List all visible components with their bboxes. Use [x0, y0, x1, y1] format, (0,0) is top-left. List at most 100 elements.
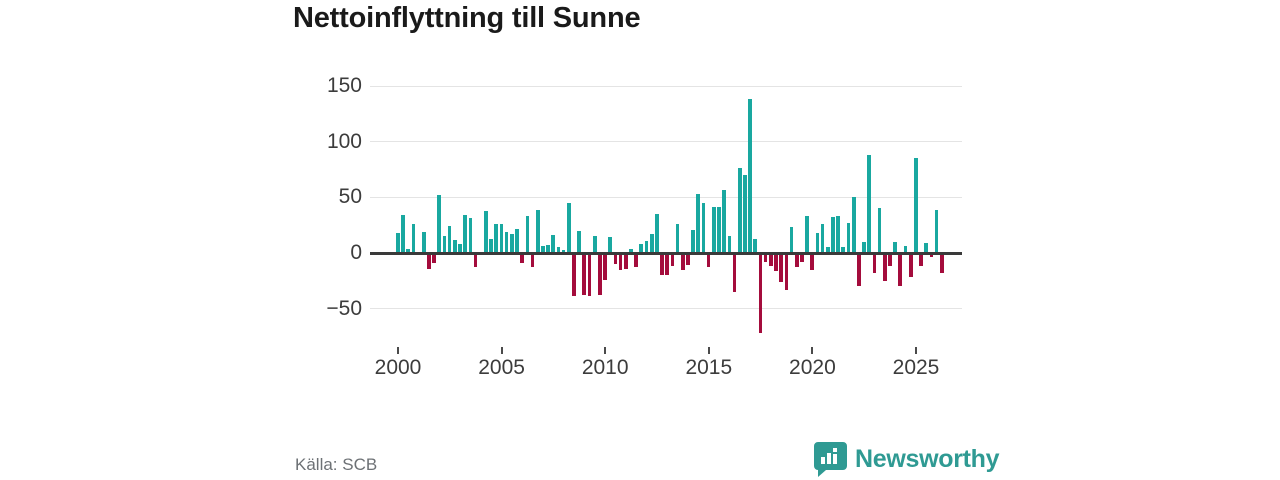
- x-axis-label: 2015: [685, 356, 733, 379]
- bar: [660, 253, 664, 276]
- bar: [774, 253, 778, 271]
- bar: [623, 253, 628, 269]
- bar: [499, 224, 504, 253]
- bar: [711, 207, 716, 253]
- bar: [530, 253, 535, 268]
- bar: [903, 246, 908, 253]
- bar: [447, 226, 452, 253]
- bar: [706, 253, 711, 268]
- bar: [452, 239, 457, 253]
- bar: [458, 244, 462, 253]
- x-axis-tick: [500, 347, 503, 354]
- bar: [598, 253, 602, 296]
- x-axis-label: 2025: [892, 356, 940, 379]
- bar: [608, 237, 613, 253]
- bar: [649, 234, 654, 253]
- bar: [432, 253, 436, 264]
- bar: [836, 216, 840, 253]
- chart-title: Nettoinflyttning till Sunne: [293, 2, 641, 34]
- bar: [820, 224, 825, 253]
- x-axis-label: 2020: [789, 356, 836, 379]
- bar: [763, 253, 768, 262]
- bar: [737, 168, 742, 253]
- plot-area: 2000 2005 2010 2015 2020 2025: [370, 80, 962, 379]
- source-note: Källa: SCB: [295, 455, 378, 474]
- bar: [789, 227, 794, 253]
- bar: [722, 189, 727, 253]
- bar: [489, 238, 493, 253]
- bar: [406, 248, 411, 253]
- bar: [753, 238, 758, 253]
- bar: [939, 253, 944, 274]
- bar: [639, 244, 644, 253]
- bar: [680, 253, 685, 270]
- bar: [468, 218, 473, 253]
- bar: [810, 253, 815, 270]
- bar: [732, 253, 737, 292]
- bar: [929, 253, 934, 258]
- gridline: [370, 308, 962, 310]
- bar: [396, 232, 400, 253]
- bar: [551, 235, 556, 253]
- bar: [857, 253, 861, 287]
- bar: [872, 253, 877, 274]
- bar: [556, 247, 561, 253]
- bar: [401, 215, 405, 253]
- gridline: [370, 141, 962, 143]
- x-axis-label: 2010: [581, 356, 629, 379]
- bar: [437, 195, 442, 253]
- bar: [784, 253, 789, 290]
- y-axis-label: 150: [326, 74, 362, 98]
- bar: [541, 246, 545, 253]
- x-axis-tick: [604, 347, 607, 354]
- bar: [841, 247, 846, 253]
- bar: [768, 253, 773, 267]
- bar: [484, 210, 488, 253]
- x-axis-tick: [811, 347, 814, 354]
- bar: [717, 207, 721, 253]
- bar: [701, 202, 706, 253]
- bar: [582, 253, 587, 296]
- bar: [831, 217, 835, 253]
- bar: [815, 232, 820, 253]
- bar: [566, 202, 571, 253]
- bar: [743, 175, 747, 253]
- x-axis-label: 2000: [374, 356, 422, 379]
- bar: [727, 236, 732, 253]
- brand-lockup: Newsworthy: [814, 442, 1000, 477]
- x-axis-tick: [397, 347, 399, 354]
- y-axis-label: 0: [350, 241, 362, 264]
- x-axis-label: 2005: [478, 356, 525, 379]
- bar: [613, 253, 618, 265]
- bar: [893, 241, 897, 253]
- bar: [442, 236, 447, 253]
- bar: [846, 222, 851, 253]
- zero-axis-line: [370, 251, 962, 255]
- bar: [515, 228, 519, 253]
- x-axis-tick: [915, 347, 917, 354]
- bar: [908, 253, 913, 278]
- bar: [686, 253, 690, 266]
- bar: [427, 253, 431, 269]
- bar: [691, 229, 695, 253]
- bar: [572, 253, 576, 297]
- newsworthy-speech-bubble-bar-chart-icon: [814, 442, 847, 477]
- bar: [851, 197, 856, 253]
- bar: [592, 236, 597, 253]
- bar: [587, 253, 592, 297]
- bar: [535, 209, 540, 253]
- gridline: [370, 85, 962, 87]
- bar: [862, 241, 866, 253]
- brand-name: Newsworthy: [855, 445, 1000, 473]
- bar: [882, 253, 887, 281]
- bar: [463, 215, 468, 253]
- bar: [805, 216, 809, 253]
- bar: [914, 158, 918, 253]
- bar: [758, 253, 763, 334]
- bar: [520, 253, 524, 264]
- bar: [696, 194, 701, 253]
- bar: [867, 155, 872, 253]
- bar: [629, 248, 633, 253]
- bar: [888, 253, 892, 267]
